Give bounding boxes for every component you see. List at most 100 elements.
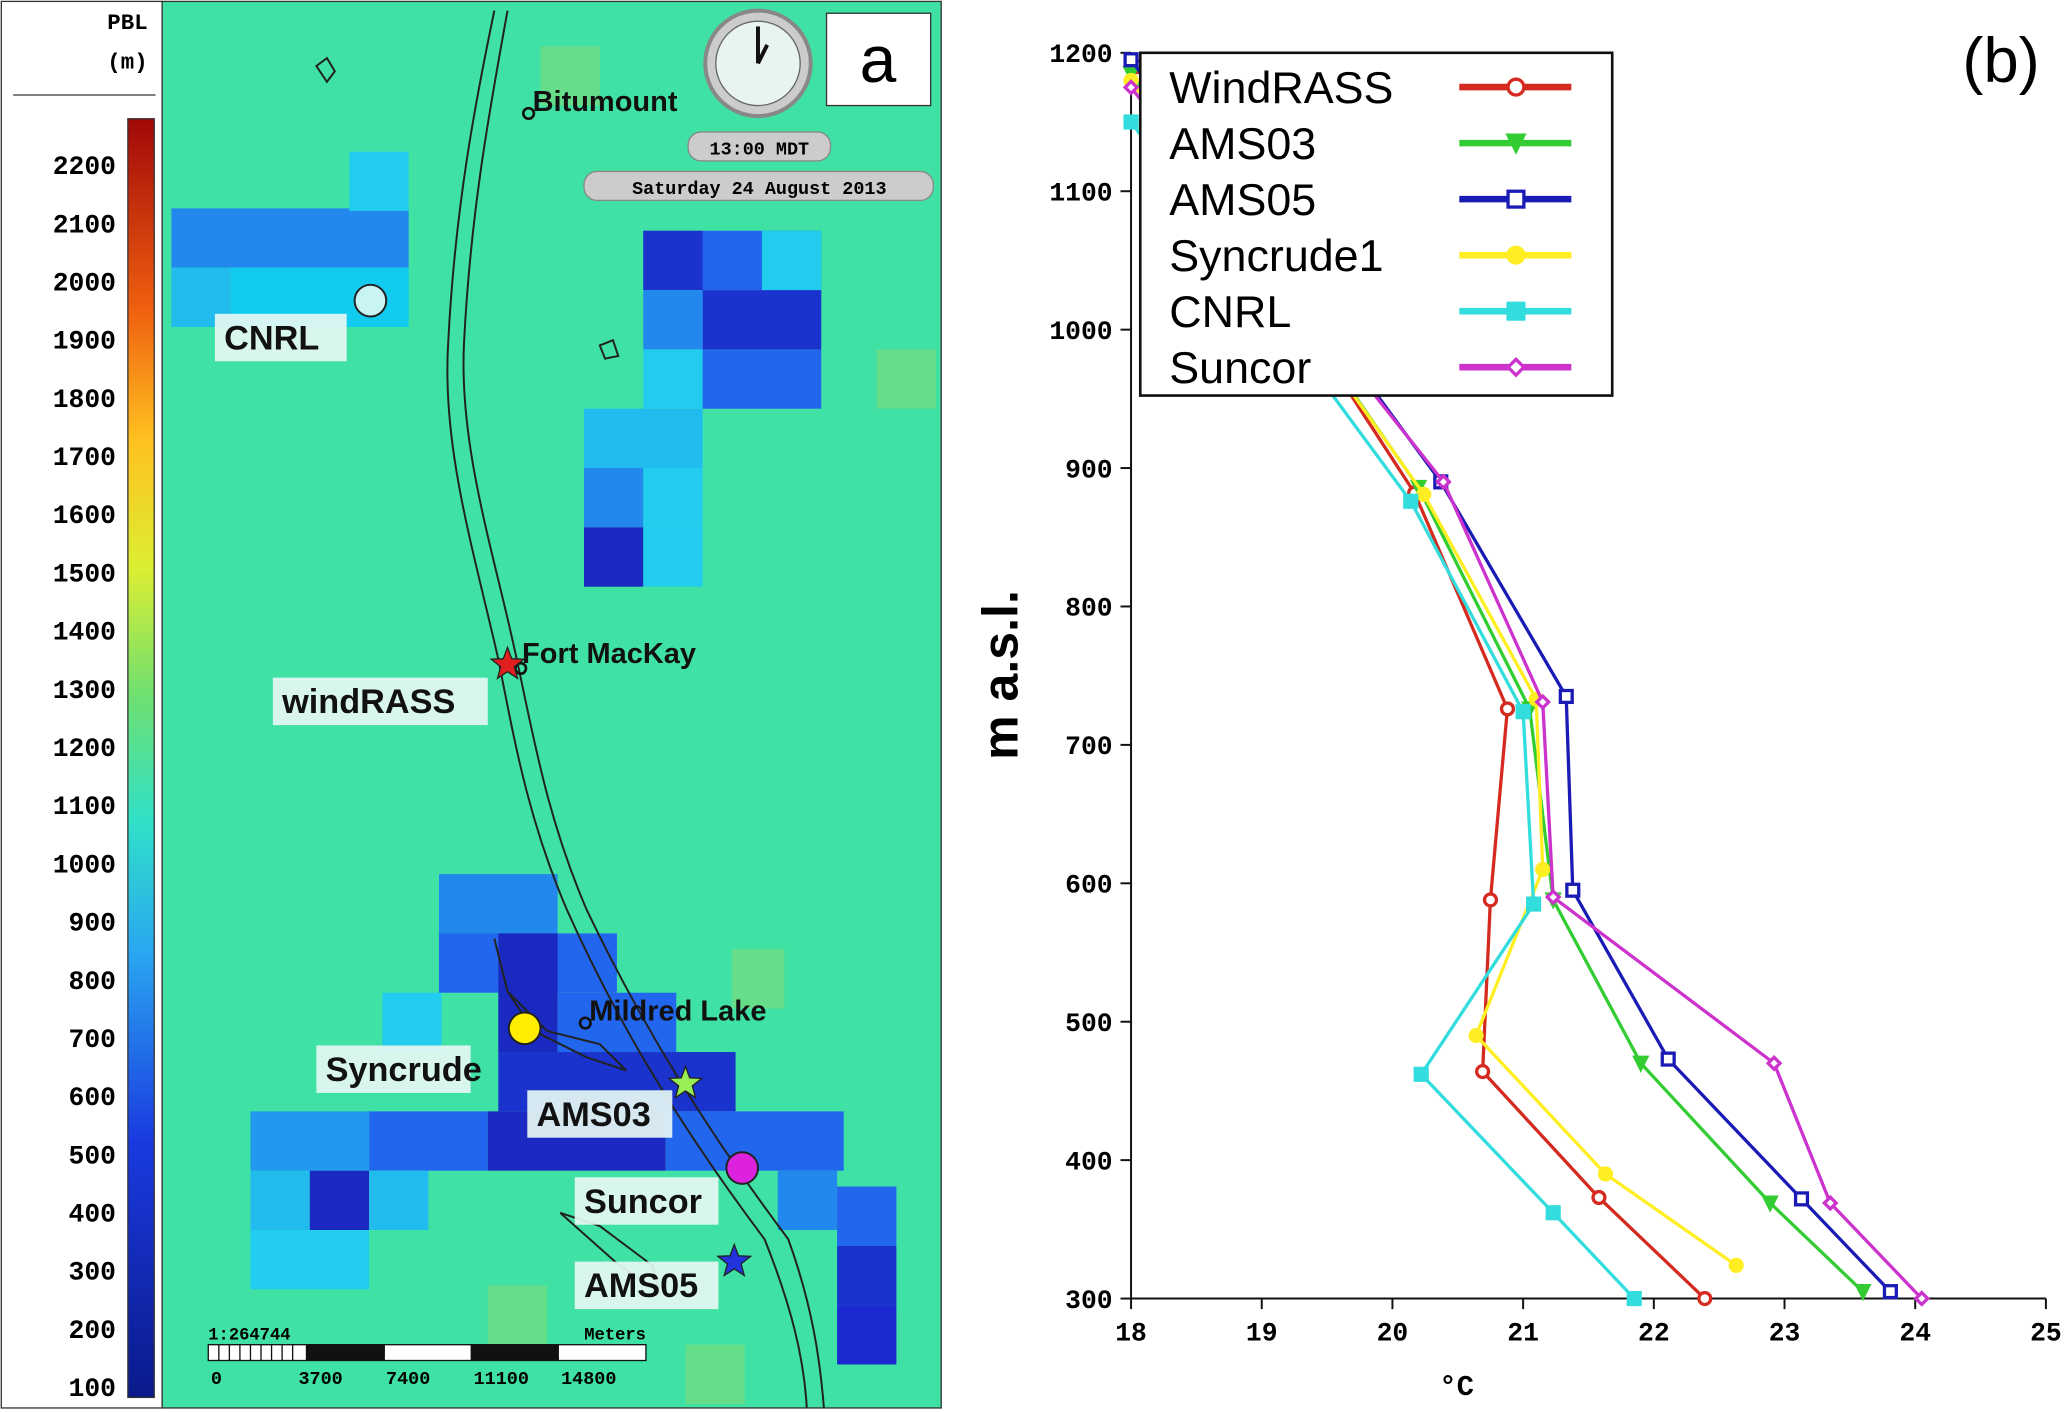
marker bbox=[1565, 882, 1581, 898]
legend-label: Suncor bbox=[1169, 343, 1311, 393]
pbl-cell bbox=[583, 527, 644, 587]
pbl-cell bbox=[702, 349, 822, 409]
place-name: Fort MacKay bbox=[522, 638, 696, 670]
marker bbox=[1499, 701, 1516, 717]
marker bbox=[1821, 1194, 1839, 1212]
pbl-cell bbox=[643, 290, 703, 350]
station-label-box bbox=[574, 1177, 719, 1225]
scale-tick-label: 11100 bbox=[474, 1369, 529, 1390]
pbl-cell bbox=[583, 468, 644, 528]
marker bbox=[1597, 1166, 1614, 1182]
station-marker bbox=[507, 1011, 542, 1046]
y-tick-label: 500 bbox=[1065, 1009, 1112, 1039]
marker bbox=[1475, 1063, 1491, 1080]
marker bbox=[1482, 892, 1499, 908]
y-tick-label: 400 bbox=[1065, 1147, 1112, 1177]
marker bbox=[1765, 1054, 1783, 1072]
colorbar-tick-label: 900 bbox=[69, 909, 116, 939]
x-tick-label: 25 bbox=[2030, 1319, 2062, 1349]
colorbar-tick-label: 2000 bbox=[53, 268, 116, 298]
colorbar-tick-label: 600 bbox=[69, 1083, 116, 1113]
place-marker bbox=[578, 1016, 592, 1030]
marker bbox=[1123, 52, 1139, 68]
river-bank bbox=[446, 10, 808, 1409]
pbl-cell bbox=[487, 1285, 548, 1345]
colorbar-unit: (m) bbox=[107, 50, 147, 76]
clock bbox=[703, 8, 813, 119]
colorbar-tick-label: 300 bbox=[69, 1258, 116, 1288]
marker bbox=[1882, 1284, 1898, 1300]
pbl-cell bbox=[837, 1245, 897, 1306]
marker bbox=[1545, 1205, 1561, 1221]
station-marker bbox=[725, 1151, 759, 1185]
scale-tick-label: 3700 bbox=[298, 1369, 342, 1390]
colorbar-tick-label: 1100 bbox=[53, 792, 116, 822]
pbl-cell bbox=[540, 46, 600, 106]
colorbar-tick-label: 1900 bbox=[53, 327, 116, 357]
date: Saturday 24 August 2013 bbox=[632, 179, 886, 200]
colorbar-tick-label: 1500 bbox=[53, 559, 116, 589]
marker bbox=[1435, 473, 1452, 491]
legend-label: Syncrude1 bbox=[1169, 231, 1383, 281]
map-panel: PBL (m) a 13:00 MDT Saturday 24 August 2… bbox=[0, 0, 942, 1409]
colorbar-tick-label: 1300 bbox=[53, 676, 116, 706]
legend-label: AMS05 bbox=[1169, 175, 1316, 225]
marker bbox=[1558, 688, 1574, 705]
colorbar-tick-label: 1400 bbox=[53, 618, 116, 648]
pbl-cell bbox=[643, 349, 703, 409]
colorbar-tick-label: 1700 bbox=[53, 443, 116, 473]
marker bbox=[1506, 245, 1526, 265]
colorbar-tick-label: 1600 bbox=[53, 501, 116, 531]
x-tick-label: 24 bbox=[1899, 1319, 1931, 1349]
pbl-cell bbox=[702, 290, 822, 350]
place-marker bbox=[522, 106, 536, 121]
pbl-cell bbox=[250, 1230, 370, 1290]
marker bbox=[1544, 888, 1562, 906]
pbl-cell bbox=[250, 1111, 370, 1171]
colorbar-tick-label: 700 bbox=[69, 1025, 116, 1055]
pbl-cell bbox=[171, 208, 409, 268]
y-tick-label: 300 bbox=[1065, 1286, 1112, 1316]
colorbar-tick-label: 200 bbox=[69, 1316, 116, 1346]
marker bbox=[1728, 1257, 1744, 1273]
pbl-cell bbox=[837, 1305, 897, 1365]
x-tick-label: 21 bbox=[1507, 1319, 1539, 1349]
station-label-box bbox=[316, 1045, 471, 1093]
station-label: CNRL bbox=[224, 319, 319, 357]
station-label-box bbox=[214, 313, 347, 362]
scale-ratio: 1:264744 bbox=[208, 1326, 290, 1345]
colorbar-tick-label: 800 bbox=[69, 967, 116, 997]
station-marker bbox=[716, 1242, 753, 1277]
y-tick-label: 900 bbox=[1065, 455, 1112, 485]
panel-label-box bbox=[825, 12, 932, 107]
legend-box bbox=[1138, 51, 1614, 397]
station-label: AMS05 bbox=[584, 1267, 698, 1305]
panel-label: (b) bbox=[1962, 26, 2039, 96]
marker bbox=[1505, 133, 1527, 155]
station-label-box bbox=[527, 1090, 673, 1138]
scale-unit: Meters bbox=[584, 1326, 646, 1345]
pbl-cell bbox=[837, 1186, 897, 1246]
station-label: Syncrude bbox=[326, 1051, 482, 1089]
river-bank bbox=[462, 10, 825, 1409]
pbl-cell bbox=[685, 1344, 745, 1405]
marker bbox=[1403, 493, 1419, 509]
marker bbox=[1591, 1189, 1607, 1206]
legend-label: CNRL bbox=[1169, 287, 1291, 337]
colorbar-tick-label: 1200 bbox=[53, 734, 116, 764]
station-label: windRASS bbox=[281, 683, 455, 721]
pbl-cell bbox=[369, 1170, 429, 1231]
place-name: Bitumount bbox=[533, 86, 678, 118]
pbl-cell bbox=[438, 874, 558, 934]
pbl-cell bbox=[731, 949, 785, 1009]
colorbar-tick-label: 2100 bbox=[53, 210, 116, 240]
place-name: Mildred Lake bbox=[589, 995, 766, 1027]
marker bbox=[1854, 1284, 1872, 1302]
legend-label: AMS03 bbox=[1169, 119, 1316, 169]
panel-label: a bbox=[860, 22, 897, 96]
marker bbox=[1123, 114, 1139, 130]
station-label-box bbox=[574, 1261, 719, 1310]
x-tick-label: 20 bbox=[1377, 1319, 1409, 1349]
